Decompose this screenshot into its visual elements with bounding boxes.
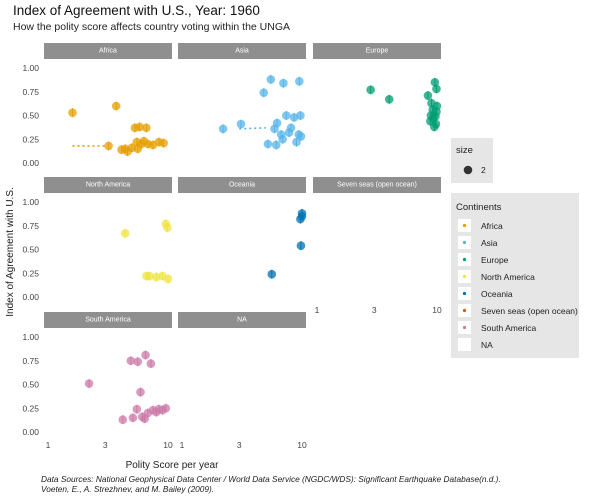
- size-legend-key: [463, 165, 473, 175]
- legend-key-asia: [462, 240, 467, 245]
- y-tick-label-south-america-2: 0.50: [22, 380, 39, 390]
- legend-label-south-america: South America: [481, 323, 537, 333]
- facet-europe-strip: [313, 43, 441, 59]
- caption-line-2: Voeten, E., A. Strezhnev, and M. Bailey …: [41, 484, 215, 494]
- y-tick-label-africa-1: 0.25: [22, 134, 39, 144]
- x-tick-label-seven-seas-open-ocean-2: 10: [432, 305, 442, 315]
- facet-south-america-strip: [44, 312, 172, 328]
- y-tick-label-north-america-0: 0.00: [22, 292, 39, 302]
- size-legend-title: size: [456, 145, 473, 156]
- legend-key-africa: [462, 223, 467, 228]
- facet-north-america-strip-label: North America: [86, 182, 130, 189]
- facet-asia-strip: [178, 43, 306, 59]
- y-tick-label-africa-0: 0.00: [22, 158, 39, 168]
- facet-asia-trend-line: [239, 127, 266, 130]
- chart-subtitle: How the polity score affects country vot…: [13, 21, 291, 33]
- size-legend-value: 2: [481, 165, 486, 175]
- x-axis-title: Polity Score per year: [126, 460, 219, 471]
- x-tick-label-south-america-1: 3: [103, 440, 108, 450]
- x-tick-label-south-america-2: 10: [163, 440, 173, 450]
- x-tick-label-na-2: 10: [297, 440, 307, 450]
- y-axis-title: Index of Agreement with U.S.: [5, 187, 16, 317]
- facet-seven-seas-open-ocean-strip: [313, 177, 441, 193]
- y-tick-label-africa-4: 1.00: [22, 63, 39, 73]
- legend-key-south-america: [462, 325, 467, 330]
- facet-south-america-strip-label: South America: [85, 317, 131, 324]
- legend-key-europe: [462, 257, 467, 262]
- legend-label-africa: Africa: [481, 221, 503, 231]
- facet-na-strip: [178, 312, 306, 328]
- legend-label-seven-seas-open-ocean: Seven seas (open ocean): [481, 306, 578, 316]
- legend-label-na: NA: [481, 340, 493, 350]
- facet-oceania-strip: [178, 177, 306, 193]
- legend-key-oceania: [462, 291, 467, 296]
- facet-africa-strip: [44, 43, 172, 59]
- legend-label-north-america: North America: [481, 272, 535, 282]
- facet-north-america-strip: [44, 177, 172, 193]
- x-tick-label-south-america-0: 1: [46, 440, 51, 450]
- y-tick-label-north-america-4: 1.00: [22, 197, 39, 207]
- color-legend-box: [451, 193, 579, 358]
- legend-key-seven-seas-open-ocean: [462, 308, 467, 313]
- y-tick-label-north-america-2: 0.50: [22, 245, 39, 255]
- legend-key-north-america: [462, 274, 467, 279]
- facet-europe-strip-label: Europe: [366, 48, 389, 55]
- y-tick-label-south-america-1: 0.25: [22, 403, 39, 413]
- facet-na-strip-label: NA: [237, 317, 247, 324]
- x-tick-label-na-1: 3: [237, 440, 242, 450]
- facet-africa-strip-label: Africa: [99, 48, 117, 55]
- y-tick-label-africa-3: 0.75: [22, 87, 39, 97]
- x-tick-label-na-0: 1: [180, 440, 185, 450]
- y-tick-label-north-america-3: 0.75: [22, 221, 39, 231]
- legend-label-europe: Europe: [481, 255, 509, 265]
- chart-title: Index of Agreement with U.S., Year: 1960: [13, 3, 260, 18]
- y-tick-label-north-america-1: 0.25: [22, 268, 39, 278]
- legend-label-asia: Asia: [481, 238, 498, 248]
- x-tick-label-seven-seas-open-ocean-0: 1: [315, 305, 320, 315]
- facet-asia-strip-label: Asia: [235, 48, 249, 55]
- facet-seven-seas-open-ocean-strip-label: Seven seas (open ocean): [337, 182, 417, 189]
- data-source-caption: Data Sources: National Geophysical Data …: [41, 474, 501, 494]
- color-legend-title: Continents: [456, 202, 502, 213]
- legend-key-bg-na: [458, 338, 471, 351]
- y-tick-label-south-america-3: 0.75: [22, 356, 39, 366]
- y-tick-label-south-america-0: 0.00: [22, 427, 39, 437]
- legend-label-oceania: Oceania: [481, 289, 513, 299]
- facet-oceania-strip-label: Oceania: [229, 182, 255, 189]
- x-tick-label-seven-seas-open-ocean-1: 3: [372, 305, 377, 315]
- caption-line-1: Data Sources: National Geophysical Data …: [41, 474, 501, 484]
- y-tick-label-africa-2: 0.50: [22, 111, 39, 121]
- size-legend-box: [451, 138, 493, 183]
- y-tick-label-south-america-4: 1.00: [22, 332, 39, 342]
